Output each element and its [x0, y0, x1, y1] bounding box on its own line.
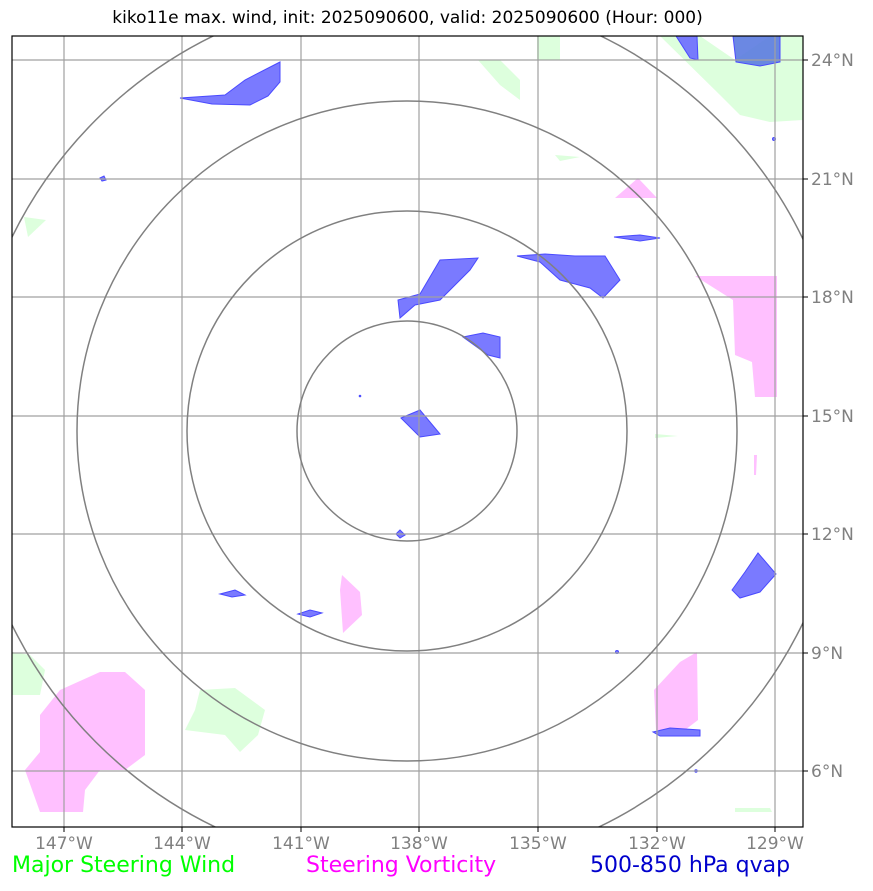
steering-vorticity-areas	[25, 178, 777, 812]
lat-label: 18°N	[811, 288, 854, 308]
range-rings	[12, 36, 803, 827]
lon-label: 138°W	[390, 834, 448, 854]
longitude-labels: 147°W 144°W 141°W 138°W 135°W 132°W 129°…	[35, 834, 804, 854]
tick-marks	[63, 59, 808, 832]
lat-label: 12°N	[811, 525, 854, 545]
legend-steering-wind: Major Steering Wind	[12, 853, 236, 878]
lon-label: 129°W	[746, 834, 804, 854]
lon-label: 144°W	[153, 834, 211, 854]
graticule	[12, 36, 803, 827]
lon-label: 141°W	[272, 834, 330, 854]
lat-label: 15°N	[811, 407, 854, 427]
qvap-areas	[99, 36, 781, 773]
lat-label: 24°N	[811, 51, 854, 71]
lon-label: 147°W	[35, 834, 93, 854]
lat-label: 6°N	[811, 762, 843, 782]
map-title: kiko11e max. wind, init: 2025090600, val…	[112, 8, 703, 28]
legend-qvap: 500-850 hPa qvap	[590, 853, 791, 878]
lon-label: 132°W	[628, 834, 686, 854]
lat-label: 9°N	[811, 644, 843, 664]
lat-label: 21°N	[811, 170, 854, 190]
map-frame	[11, 35, 804, 828]
latitude-labels: 24°N 21°N 18°N 15°N 12°N 9°N 6°N	[811, 51, 854, 782]
lon-label: 135°W	[509, 834, 567, 854]
legend-steering-vorticity: Steering Vorticity	[306, 853, 497, 878]
